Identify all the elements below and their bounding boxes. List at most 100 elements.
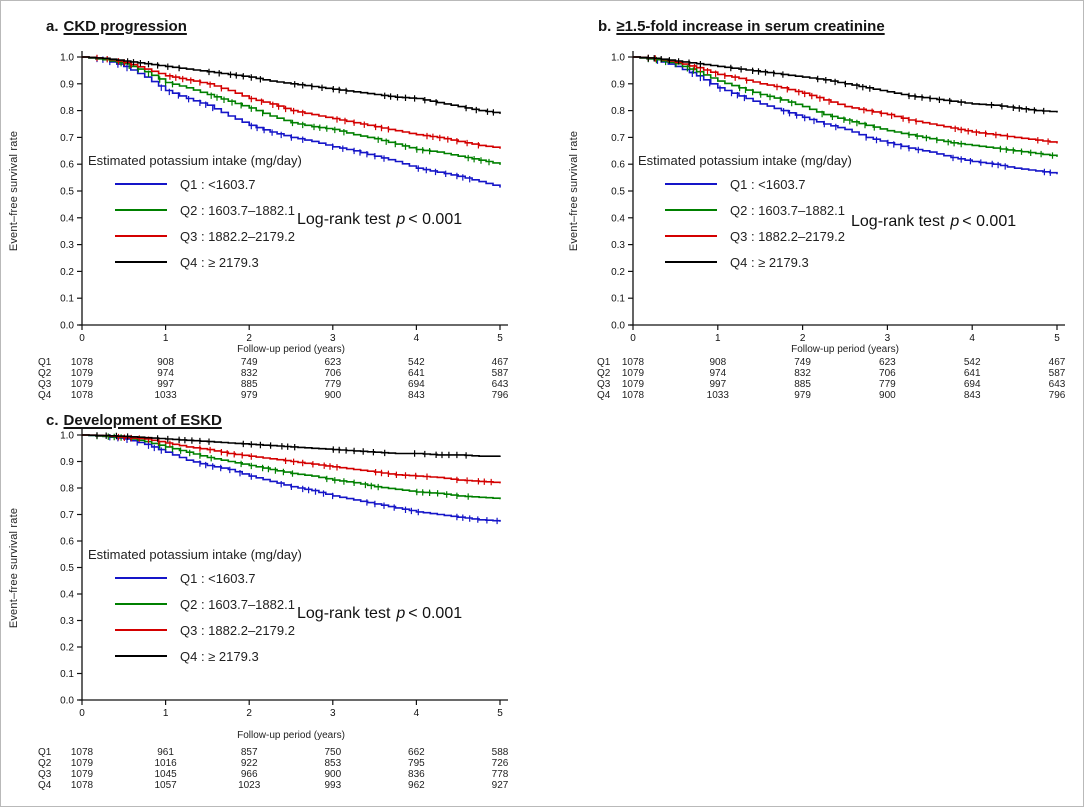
risk-count: 726 [491,758,509,769]
y-tick-label: 0.1 [60,294,74,305]
legend-swatch-q3 [115,235,167,237]
legend-title: Estimated potassium intake (mg/day) [88,153,302,168]
panel-title-text: Development of ESKD [63,412,222,429]
risk-count: 974 [709,368,727,379]
legend-item-q3: Q3 : 1882.2–2179.2 [88,223,302,249]
axes [630,51,1065,326]
risk-row-label: Q2 [38,368,52,379]
panel-title-text: CKD progression [63,18,187,35]
x-axis-label: Follow-up period (years) [791,344,899,355]
x-tick-label: 3 [885,333,891,344]
legend-label: Q4 : ≥ 2179.3 [180,648,259,664]
risk-count: 1078 [621,357,645,368]
legend-label: Q2 : 1603.7–1882.1 [180,202,295,218]
axes [79,51,508,326]
legend-swatch-q4 [665,261,717,263]
risk-row-label: Q1 [597,357,611,368]
x-tick-label: 1 [163,333,169,344]
x-tick-label: 2 [800,333,806,344]
censor-marks-q4 [96,432,467,459]
legend-swatch-q1 [115,577,167,579]
km-plot: 1.0 0.9 0.8 0.7 0.6 0.5 0.4 0.3 0.2 0.1 0.0 0 1 2 3 4 5 [60,51,508,344]
risk-count: 749 [794,357,811,368]
risk-count: 643 [491,379,509,390]
y-tick-label: 0.8 [60,484,74,495]
risk-count: 1079 [621,368,645,379]
x-tick-label: 1 [163,708,169,719]
legend-item-q2: Q2 : 1603.7–1882.1 [88,591,302,617]
x-tick-label: 4 [414,708,420,719]
y-tick-label: 0.4 [60,213,74,224]
legend-item-q2: Q2 : 1603.7–1882.1 [638,197,852,223]
risk-count: 1078 [70,747,94,758]
y-tick-label: 0.3 [611,240,625,251]
risk-count: 623 [324,357,342,368]
legend: Estimated potassium intake (mg/day) Q1 :… [88,153,302,275]
legend-label: Q1 : <1603.7 [180,176,256,192]
legend-item-q1: Q1 : <1603.7 [638,171,852,197]
panel-title: c. Development of ESKD [46,412,222,429]
risk-count: 779 [879,379,896,390]
risk-count: 966 [240,769,258,780]
risk-count: 1079 [70,368,94,379]
logrank-comparison: < 0.001 [408,211,463,228]
y-tick-label: 0.7 [60,133,74,144]
legend-title: Estimated potassium intake (mg/day) [638,153,852,168]
risk-count: 979 [240,390,258,401]
risk-count: 641 [408,368,425,379]
risk-count: 643 [1048,379,1066,390]
risk-count: 1079 [70,379,94,390]
legend: Estimated potassium intake (mg/day) Q1 :… [638,153,852,275]
risk-count: 832 [240,368,258,379]
legend: Estimated potassium intake (mg/day) Q1 :… [88,547,302,669]
y-tick-label: 0.4 [60,590,74,601]
x-tick-label: 0 [79,708,85,719]
y-tick-label: 0.4 [611,213,625,224]
x-tick-label: 0 [630,333,636,344]
x-tick-label: 1 [715,333,721,344]
y-tick-label: 0.9 [611,79,625,90]
risk-count: 542 [963,357,981,368]
censor-marks-q3 [117,433,492,486]
risk-row-label: Q4 [38,780,52,791]
y-tick-label: 0.1 [60,669,74,680]
km-curve-q4 [81,434,501,457]
y-tick-label: 0.5 [60,187,74,198]
legend-label: Q4 : ≥ 2179.3 [730,254,809,270]
panel-a-ckd-progression: a. CKD progression Event–free survival ra… [0,0,548,405]
risk-count: 900 [324,769,342,780]
risk-count: 1033 [706,390,729,401]
axes [79,429,508,701]
risk-count: 1016 [154,758,177,769]
risk-count: 694 [963,379,981,390]
risk-count: 900 [879,390,896,401]
risk-row-label: Q1 [38,747,52,758]
y-tick-label: 0.2 [611,267,625,278]
x-tick-label: 4 [969,333,975,344]
y-tick-label: 0.2 [60,267,74,278]
legend-swatch-q2 [665,209,717,211]
legend-label: Q2 : 1603.7–1882.1 [180,596,295,612]
x-tick-label: 5 [497,333,503,344]
risk-count: 694 [408,379,425,390]
legend-swatch-q4 [115,655,167,657]
risk-count: 993 [324,780,342,791]
x-tick-label: 5 [497,708,503,719]
risk-count: 1079 [621,379,645,390]
censor-marks-q4 [647,54,1045,115]
logrank-comparison: < 0.001 [408,605,463,622]
risk-count: 796 [1048,390,1066,401]
legend-label: Q1 : <1603.7 [180,570,256,586]
y-tick-label: 0.5 [60,563,74,574]
legend-label: Q3 : 1882.2–2179.2 [180,622,295,638]
panel-letter: c. [46,412,59,429]
risk-row-label: Q3 [38,769,52,780]
x-tick-label: 2 [246,708,252,719]
legend-rows: Q1 : <1603.7 Q2 : 1603.7–1882.1 Q3 : 1882.… [88,565,302,669]
legend-label: Q1 : <1603.7 [730,176,806,192]
risk-count: 1033 [154,390,177,401]
risk-count: 1045 [154,769,177,780]
y-tick-label: 0.5 [611,187,625,198]
logrank-test-label: Log-rank test p < 0.001 [851,213,1016,231]
y-tick-label: 1.0 [60,431,74,442]
